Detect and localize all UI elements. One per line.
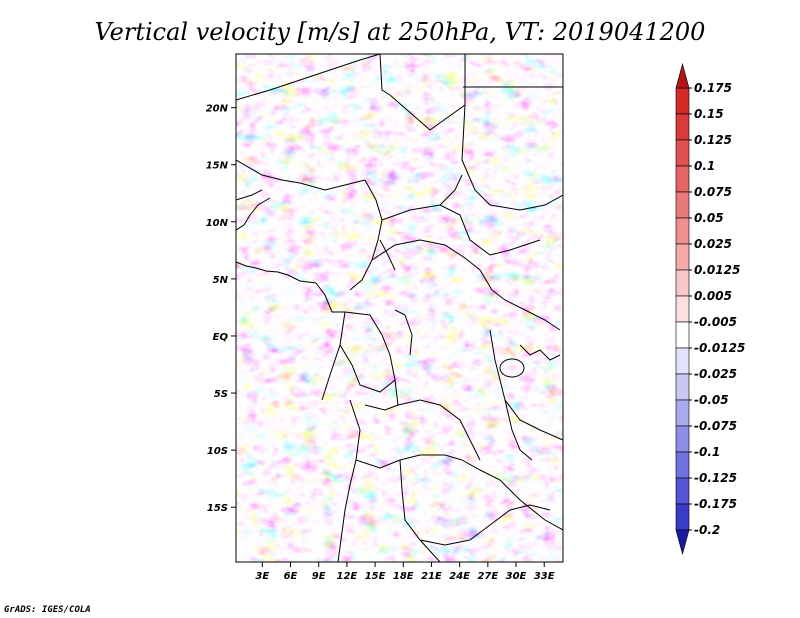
y-tick-label: 5S (214, 389, 228, 400)
y-tick-label: 15N (206, 161, 229, 172)
y-tick-label: 10N (206, 218, 229, 229)
colorbar-segment (675, 269, 690, 297)
y-axis: 20N 15N 10N 5N EQ 5S 10S 15S (206, 104, 236, 514)
colorbar-segment (675, 139, 690, 167)
colorbar-label: 0.05 (694, 211, 724, 225)
x-axis: 3E 6E 9E 12E 15E 18E 21E 24E 27E 30E 33E (255, 562, 555, 582)
colorbar-label: 0.025 (694, 237, 732, 251)
colorbar-segment (675, 425, 690, 453)
colorbar-label: 0.125 (694, 133, 732, 147)
colorbar-segment (675, 321, 690, 349)
colorbar-segment (675, 373, 690, 401)
y-tick-label: 15S (207, 503, 228, 514)
colorbar-label: -0.1 (694, 445, 720, 459)
colorbar-max-extension (675, 62, 690, 89)
colorbar-segment (675, 503, 690, 531)
colorbar-segment (675, 451, 690, 479)
colorbar-label: -0.2 (694, 523, 720, 537)
credit-text: GrADS: IGES/COLA (4, 605, 91, 615)
colorbar-segment (675, 191, 690, 219)
colorbar-label: -0.025 (694, 367, 737, 381)
colorbar-segment (675, 295, 690, 323)
x-tick-label: 27E (477, 571, 498, 582)
colorbar-segment (675, 477, 690, 505)
colorbar-min-extension (675, 529, 690, 556)
x-tick-label: 15E (365, 571, 386, 582)
colorbar: 0.175 0.15 0.125 0.1 0.075 0.05 0.025 0.0125 0.0… (675, 62, 745, 556)
x-tick-label: 33E (534, 571, 555, 582)
colorbar-label: 0.1 (694, 159, 715, 173)
colorbar-label: -0.125 (694, 471, 737, 485)
colorbar-segment (675, 87, 690, 115)
y-tick-label: EQ (213, 332, 229, 343)
plot-area (235, 53, 564, 563)
colorbar-segment (675, 347, 690, 375)
colorbar-segment (675, 243, 690, 271)
colorbar-label: 0.15 (694, 107, 724, 121)
x-tick-label: 9E (312, 571, 326, 582)
colorbar-label: 0.005 (694, 289, 732, 303)
x-tick-label: 21E (421, 571, 442, 582)
colorbar-label: -0.005 (694, 315, 737, 329)
colorbar-segment (675, 217, 690, 245)
x-tick-label: 30E (506, 571, 527, 582)
x-tick-label: 12E (337, 571, 358, 582)
y-tick-label: 10S (207, 446, 228, 457)
colorbar-label: -0.0125 (694, 341, 745, 355)
colorbar-label: 0.175 (694, 81, 732, 95)
x-tick-label: 6E (284, 571, 298, 582)
velocity-field (236, 54, 563, 562)
colorbar-label: 0.0125 (694, 263, 740, 277)
x-tick-label: 3E (255, 571, 269, 582)
colorbar-label: 0.075 (694, 185, 732, 199)
x-tick-label: 18E (393, 571, 414, 582)
colorbar-label: -0.175 (694, 497, 737, 511)
country-borders (236, 54, 563, 562)
plot-frame (235, 53, 564, 563)
y-tick-label: 5N (213, 275, 229, 286)
colorbar-segment (675, 165, 690, 193)
chart-title: Vertical velocity [m/s] at 250hPa, VT: 2… (95, 18, 706, 46)
y-tick-label: 20N (206, 104, 229, 115)
colorbar-label: -0.075 (694, 419, 737, 433)
colorbar-label: -0.05 (694, 393, 729, 407)
colorbar-segment (675, 399, 690, 427)
lake-victoria (499, 358, 525, 378)
colorbar-segment (675, 113, 690, 141)
x-tick-label: 24E (449, 571, 470, 582)
